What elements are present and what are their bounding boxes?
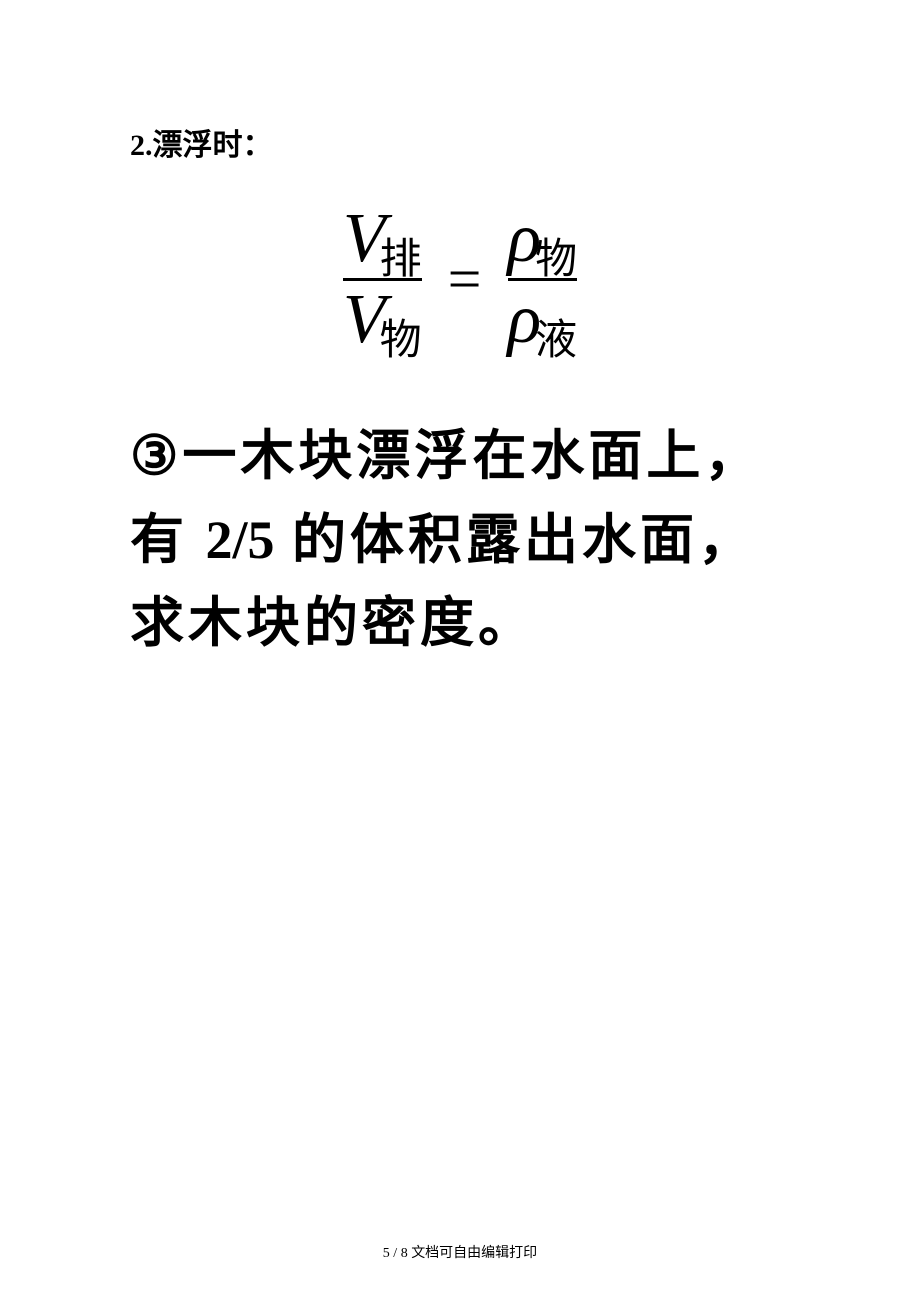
left-denominator: V 物	[343, 285, 422, 355]
equals-sign: =	[440, 245, 490, 314]
page-footer: 5 / 8 文档可自由编辑打印	[0, 1242, 920, 1262]
formula-container: V 排 V 物 = ρ 物 ρ 液	[130, 204, 790, 355]
footer-page-current: 5	[383, 1246, 390, 1261]
section-heading: 2.漂浮时：	[130, 120, 790, 164]
right-den-sub: 液	[535, 306, 577, 367]
left-fraction: V 排 V 物	[343, 204, 422, 355]
right-numerator: ρ 物	[508, 204, 578, 274]
left-den-sub: 物	[380, 306, 422, 367]
footer-page-total: 8	[401, 1246, 408, 1261]
left-numerator: V 排	[343, 204, 422, 274]
problem-marker: ③	[130, 426, 182, 486]
right-num-sub: 物	[535, 225, 577, 286]
footer-page-separator: /	[390, 1246, 401, 1261]
problem-text: ③一木块漂浮在水面上，有 2/5 的体积露出水面，求木块的密度。	[130, 415, 790, 666]
heading-text: 漂浮时：	[153, 129, 273, 162]
footer-note: 文档可自由编辑打印	[408, 1246, 538, 1261]
right-denominator: ρ 液	[508, 285, 578, 355]
left-num-sub: 排	[380, 225, 422, 286]
document-page: 2.漂浮时： V 排 V 物 = ρ 物	[0, 0, 920, 726]
right-fraction: ρ 物 ρ 液	[508, 204, 578, 355]
formula: V 排 V 物 = ρ 物 ρ 液	[343, 204, 577, 355]
problem-fraction: 2/5	[206, 510, 275, 570]
heading-number: 2.	[130, 129, 153, 162]
